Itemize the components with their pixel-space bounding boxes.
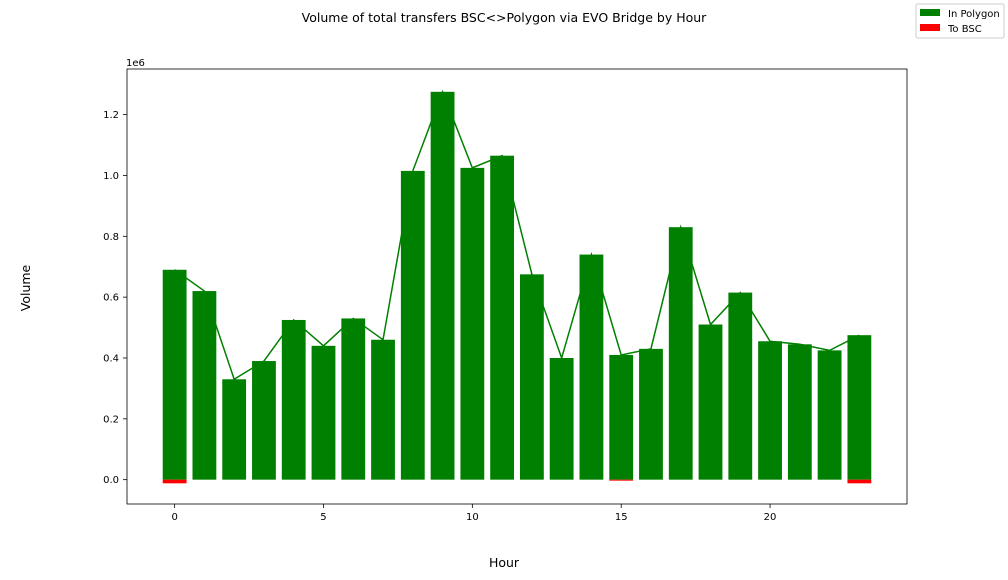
x-tick-label: 10 <box>466 512 479 523</box>
y-tick-label: 0.2 <box>103 414 119 425</box>
y-tick-label: 0.0 <box>103 475 119 486</box>
y-offset-label: 1e6 <box>126 58 145 69</box>
bar-in-polygon-16 <box>639 348 663 480</box>
bar-in-polygon-4 <box>281 319 306 480</box>
bar-in-polygon-7 <box>371 339 395 480</box>
bar-in-polygon-15 <box>609 354 634 480</box>
legend-label-in-polygon: In Polygon <box>948 9 1000 20</box>
x-tick-label: 5 <box>320 512 326 523</box>
total-line <box>174 89 860 381</box>
bar-in-polygon-3 <box>252 361 276 480</box>
y-tick-label: 0.8 <box>103 232 119 243</box>
bar-in-polygon-9 <box>430 91 455 480</box>
bar-in-polygon-21 <box>787 344 812 480</box>
legend: In Polygon To BSC <box>915 3 1005 39</box>
legend-swatch-to-bsc <box>920 24 940 31</box>
bar-in-polygon-23 <box>847 335 872 480</box>
bar-in-polygon-17 <box>668 227 693 480</box>
plot-frame <box>126 68 908 505</box>
plot-area <box>162 89 872 484</box>
x-tick-label: 15 <box>615 512 628 523</box>
y-tick-label: 0.6 <box>103 293 119 304</box>
legend-swatch-in-polygon <box>920 9 940 16</box>
bar-in-polygon-2 <box>222 379 247 480</box>
x-tick-label: 20 <box>764 512 777 523</box>
y-tick-label: 0.4 <box>103 353 119 364</box>
x-axis-label: Hour <box>489 555 520 570</box>
y-tick-label: 1.0 <box>103 171 119 182</box>
bar-in-polygon-12 <box>519 274 544 480</box>
x-tick-label: 0 <box>171 512 177 523</box>
y-axis: 0.0 0.2 0.4 0.6 0.8 1.0 1.2 <box>103 110 127 486</box>
bar-in-polygon-0 <box>162 269 187 480</box>
bar-in-polygon-19 <box>728 292 753 480</box>
bar-in-polygon-20 <box>758 341 782 480</box>
bar-in-polygon-10 <box>460 167 485 480</box>
bar-in-polygon-8 <box>400 170 425 480</box>
x-axis: 0 5 10 15 20 <box>171 504 776 523</box>
chart-title: Volume of total transfers BSC<>Polygon v… <box>302 10 707 25</box>
bar-in-polygon-5 <box>311 345 336 480</box>
bar-in-polygon-11 <box>490 155 515 480</box>
y-tick-label: 1.2 <box>103 110 119 121</box>
bar-to-bsc-0 <box>162 479 187 484</box>
y-axis-label: Volume <box>18 264 33 311</box>
bar-to-bsc-15 <box>609 479 634 481</box>
bar-in-polygon-14 <box>579 254 604 480</box>
bar-in-polygon-22 <box>817 350 842 480</box>
legend-label-to-bsc: To BSC <box>947 24 982 35</box>
bar-to-bsc-23 <box>847 479 872 484</box>
bar-in-polygon-1 <box>192 291 217 480</box>
bar-in-polygon-13 <box>549 357 574 480</box>
bar-in-polygon-18 <box>698 324 723 480</box>
bar-in-polygon-6 <box>341 318 366 480</box>
